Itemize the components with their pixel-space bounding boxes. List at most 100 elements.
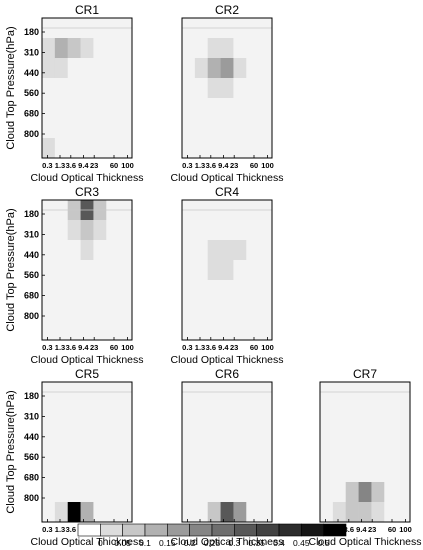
colorbar-tick-label: 0.15 [159, 538, 176, 548]
heatmap-cell [220, 78, 234, 99]
heatmap-cell [80, 220, 94, 241]
panel-title: CR3 [75, 185, 99, 199]
heatmap-cell [207, 422, 221, 443]
heatmap-cell [54, 482, 69, 503]
x-tick-label: 23 [230, 161, 238, 170]
heatmap-cell [246, 300, 260, 321]
x-tick-label: 1.3 [55, 525, 65, 534]
heatmap-cell [182, 280, 196, 301]
heatmap-cell [67, 462, 81, 483]
heatmap-cell [182, 260, 196, 281]
heatmap-cell [54, 138, 69, 159]
heatmap-cell [207, 138, 221, 159]
x-tick-label: 23 [368, 525, 376, 534]
heatmap-cell [182, 98, 196, 119]
x-tick-label: 3.6 [66, 525, 76, 534]
heatmap-cell [54, 300, 69, 321]
heatmap-cell [42, 260, 56, 281]
heatmap-cell [246, 260, 260, 281]
heatmap-cell [42, 78, 56, 99]
heatmap-cell [42, 300, 56, 321]
heatmap-cell [119, 38, 133, 59]
colorbar: 0 0.05 0.1 0.15 0.2 0.25 0.3 0.35 0.4 0.45 0.5 [77, 523, 347, 548]
heatmap-cell [220, 38, 234, 59]
heatmap-cell [93, 260, 107, 281]
heatmap-cell [358, 462, 372, 483]
heatmap-cell [80, 320, 94, 341]
y-tick-label: 680 [24, 291, 39, 301]
heatmap-cell [233, 118, 247, 139]
heatmap-cell [106, 502, 120, 523]
x-tick-label: 0.3 [42, 343, 52, 352]
colorbar-tick-label: 0.05 [114, 538, 131, 548]
heatmap-cell [42, 58, 56, 79]
y-tick-label: 310 [24, 47, 39, 57]
heatmap-cell [246, 118, 260, 139]
heatmap-cell [397, 462, 411, 483]
panel-cr1: CR1 0.3 1.3 3.6 9.4 23 60 100 Cloud Optical Thic… [5, 3, 144, 184]
heatmap-cell [233, 38, 247, 59]
heatmap-cell [119, 118, 133, 139]
colorbar-tick-label: 0.25 [204, 538, 221, 548]
heatmap-cell [106, 220, 120, 241]
heatmap-cell [332, 422, 347, 443]
heatmap-cell [93, 280, 107, 301]
colorbar-swatch [144, 523, 168, 537]
heatmap-cell [194, 300, 209, 321]
heatmap-cell [194, 482, 209, 503]
heatmap-cell [182, 462, 196, 483]
heatmap-cell [80, 118, 94, 139]
heatmap-cell [259, 98, 273, 119]
heatmap-cell [233, 320, 247, 341]
heatmap-cell [220, 442, 234, 463]
heatmap-cell [371, 482, 385, 503]
y-tick-label: 180 [24, 27, 39, 37]
heatmap-cell [246, 280, 260, 301]
y-tick-label: 560 [24, 452, 39, 462]
heatmap-cell [67, 502, 81, 523]
heatmap-cell [358, 482, 372, 503]
heatmap-cell [80, 422, 94, 443]
heatmap-cell [233, 220, 247, 241]
heatmap-cell [345, 442, 359, 463]
heatmap-cell [320, 502, 334, 523]
heatmap-cell [67, 58, 81, 79]
heatmap-cell [182, 300, 196, 321]
x-tick-label: 1.3 [195, 343, 205, 352]
heatmap-cell [194, 78, 209, 99]
heatmap-cell [233, 138, 247, 159]
heatmap-cell [182, 402, 196, 423]
x-tick-label: 1.3 [55, 343, 65, 352]
heatmap-cell [220, 422, 234, 443]
heatmap-cell [246, 402, 260, 423]
heatmap-cell [246, 58, 260, 79]
heatmap-cell [259, 118, 273, 139]
heatmap-cell [54, 402, 69, 423]
heatmap-cell [80, 442, 94, 463]
heatmap-cell [106, 300, 120, 321]
heatmap-cell [259, 442, 273, 463]
heatmap-cell [345, 502, 359, 523]
heatmap-cell [119, 138, 133, 159]
heatmap-cell [194, 422, 209, 443]
heatmap-cell [220, 280, 234, 301]
heatmap-cell [220, 300, 234, 321]
heatmap-cell [67, 422, 81, 443]
heatmap-cell [207, 260, 221, 281]
heatmap-cell [119, 482, 133, 503]
y-tick-label: 310 [24, 229, 39, 239]
heatmap-cell [67, 280, 81, 301]
panel-title: CR5 [75, 367, 99, 381]
heatmap-cell [67, 442, 81, 463]
heatmap-cell [384, 422, 398, 443]
x-tick-label: 60 [388, 525, 396, 534]
x-tick-label: 100 [261, 343, 274, 352]
heatmap-cell [42, 442, 56, 463]
heatmap-cell [106, 240, 120, 261]
heatmap-cell [332, 442, 347, 463]
heatmap-cell [207, 502, 221, 523]
x-tick-label: 9.4 [356, 525, 367, 534]
heatmap-cell [80, 98, 94, 119]
